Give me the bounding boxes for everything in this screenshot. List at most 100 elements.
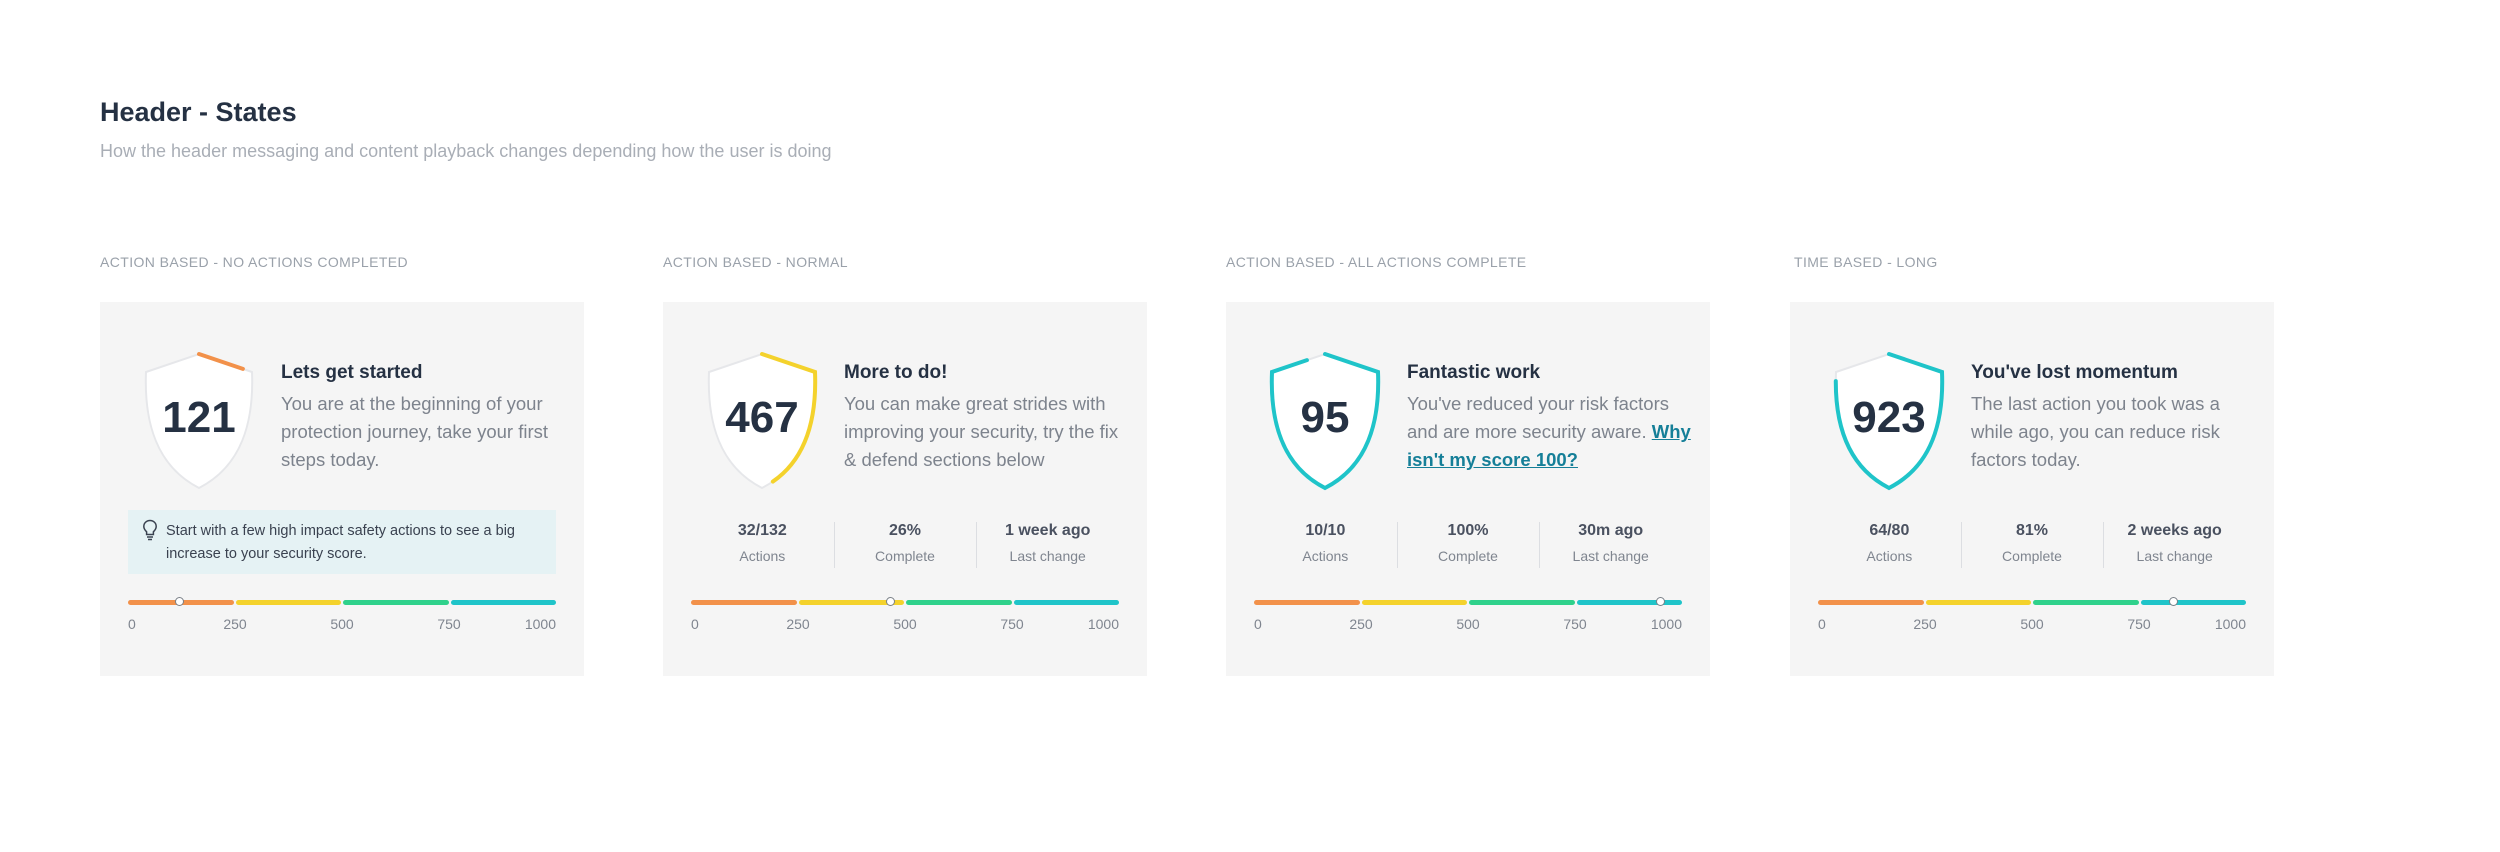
score-scale-bar [691, 597, 1119, 606]
score-scale-ticks: 0 250 500 750 1000 [1254, 616, 1682, 634]
shield-score-badge: 923 [1826, 348, 1952, 494]
stat-last-change: 1 week ago Last change [976, 520, 1119, 572]
scale-tick-label: 1000 [2214, 616, 2246, 632]
page-title: Header - States [100, 97, 297, 127]
header-card-normal: 467 More to do! You can make great strid… [663, 302, 1147, 676]
scale-segment [1254, 600, 1360, 605]
scale-tick-label: 0 [1818, 616, 1826, 632]
scale-segment [1925, 600, 2031, 605]
scale-segment [691, 600, 797, 605]
tip-banner: Start with a few high impact safety acti… [128, 510, 556, 574]
stat-label: Last change [1009, 548, 1086, 564]
header-card-no-actions: 121 Lets get started You are at the begi… [100, 302, 584, 676]
stat-value: 30m ago [1578, 522, 1644, 539]
shield-score-badge: 121 [136, 348, 262, 494]
card-headline: Lets get started [281, 362, 423, 383]
card-message: You can make great strides with improvin… [844, 393, 1119, 470]
shield-score-badge: 467 [699, 348, 825, 494]
score-scale-ticks: 0 250 500 750 1000 [128, 616, 556, 634]
score-scale-bar [1254, 597, 1682, 606]
stat-value: 81% [2015, 522, 2049, 539]
stat-label: Complete [875, 548, 935, 564]
stat-value: 26% [888, 522, 922, 539]
scale-segment [1469, 600, 1575, 605]
score-scale-ticks: 0 250 500 750 1000 [1818, 616, 2246, 634]
header-card-time-long: 923 You've lost momentum The last action… [1790, 302, 2274, 676]
scale-segment [906, 600, 1012, 605]
stat-last-change: 30m ago Last change [1539, 520, 1682, 572]
scale-tick-label: 1000 [524, 616, 556, 632]
score-scale-ticks: 0 250 500 750 1000 [691, 616, 1119, 634]
scale-segment [1361, 600, 1467, 605]
scale-segment [235, 600, 341, 605]
message-text: You've reduced your risk factors and are… [1407, 393, 1669, 442]
stat-label: Last change [1572, 548, 1649, 564]
stat-value: 2 weeks ago [2127, 522, 2222, 539]
tip-text: Start with a few high impact safety acti… [166, 523, 515, 562]
scale-tick-label: 0 [128, 616, 136, 632]
why-score-link[interactable]: Why isn't my score 100? [1407, 421, 1691, 470]
scale-tick-label: 500 [1456, 616, 1480, 632]
score-marker [2168, 597, 2178, 606]
scale-tick-label: 500 [2020, 616, 2044, 632]
score-marker [1656, 597, 1666, 606]
score-scale-bar [128, 597, 556, 606]
stat-value: 64/80 [1869, 522, 1910, 539]
stat-actions: 64/80 Actions [1818, 520, 1961, 572]
scale-tick-label: 250 [1349, 616, 1373, 632]
score-marker [886, 597, 896, 606]
scale-tick-label: 750 [1563, 616, 1587, 632]
scale-tick-label: 0 [691, 616, 699, 632]
stat-complete: 81% Complete [1960, 520, 2104, 572]
card-headline: You've lost momentum [1971, 362, 2178, 383]
state-label: ACTION BASED - NORMAL [663, 254, 848, 270]
stat-actions: 10/10 Actions [1254, 520, 1397, 572]
scale-segment [798, 600, 904, 605]
stat-label: Actions [739, 548, 786, 564]
state-label: ACTION BASED - NO ACTIONS COMPLETED [100, 254, 409, 270]
score-scale-bar [1818, 597, 2246, 606]
stat-label: Complete [1438, 548, 1498, 564]
card-headline: Fantastic work [1407, 362, 1541, 383]
header-card-all-complete: 95 Fantastic work You've reduced your ri… [1226, 302, 1710, 676]
stat-label: Complete [2002, 548, 2062, 564]
scale-segment [2140, 600, 2246, 605]
stats-row: 32/132 Actions 26% Complete 1 week ago L… [691, 520, 1119, 572]
scale-tick-label: 1000 [1087, 616, 1119, 632]
stat-label: Actions [1302, 548, 1349, 564]
state-label: ACTION BASED - ALL ACTIONS COMPLETE [1226, 254, 1527, 270]
card-message: You've reduced your risk factors and are… [1407, 390, 1697, 474]
scale-segment [2033, 600, 2139, 605]
card-headline: More to do! [844, 362, 948, 383]
security-score: 467 [725, 393, 799, 442]
scale-tick-label: 0 [1254, 616, 1262, 632]
card-message: The last action you took was a while ago… [1971, 393, 2220, 470]
stats-row: 64/80 Actions 81% Complete 2 weeks ago L… [1818, 520, 2246, 572]
shield-icon [706, 351, 818, 491]
scale-tick-label: 500 [330, 616, 354, 632]
state-label: TIME BASED - LONG [1794, 254, 1938, 270]
stat-label: Actions [1866, 548, 1913, 564]
scale-tick-label: 250 [1913, 616, 1937, 632]
scale-segment [1576, 600, 1682, 605]
stat-value: 100% [1447, 522, 1489, 539]
shield-icon [143, 351, 255, 491]
lightbulb-icon [143, 519, 157, 541]
score-marker [175, 597, 185, 606]
shield-score-badge: 95 [1262, 348, 1388, 494]
page-subtitle: How the header messaging and content pla… [100, 141, 832, 161]
stats-row: 10/10 Actions 100% Complete 30m ago Last… [1254, 520, 1682, 572]
stat-value: 1 week ago [1004, 522, 1091, 539]
security-score: 95 [1300, 393, 1350, 442]
scale-segment [450, 600, 556, 605]
shield-icon [1833, 351, 1945, 491]
scale-tick-label: 750 [2127, 616, 2151, 632]
security-score: 121 [162, 393, 236, 442]
stat-complete: 100% Complete [1396, 520, 1540, 572]
scale-segment [1013, 600, 1119, 605]
stat-value: 32/132 [737, 522, 787, 539]
stat-value: 10/10 [1305, 522, 1346, 539]
scale-tick-label: 250 [223, 616, 247, 632]
card-message: You are at the beginning of your protect… [281, 393, 549, 470]
scale-tick-label: 750 [1000, 616, 1024, 632]
